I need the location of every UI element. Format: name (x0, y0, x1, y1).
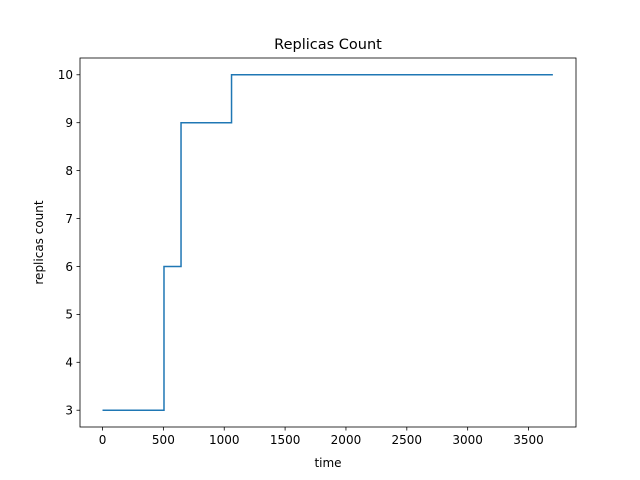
chart-title: Replicas Count (274, 37, 382, 53)
y-tick-label: 3 (65, 404, 73, 418)
x-tick-label: 500 (152, 433, 175, 447)
y-axis-ticks: 3 4 5 6 7 8 9 10 (58, 68, 80, 418)
y-tick-label: 4 (65, 356, 73, 370)
x-tick-label: 3000 (452, 433, 483, 447)
x-tick-label: 1500 (270, 433, 301, 447)
series-line-0 (102, 74, 553, 411)
x-tick-label: 0 (99, 433, 107, 447)
x-axis-ticks: 0 500 1000 1500 2000 2500 3000 3500 (99, 427, 544, 447)
plot-area (79, 57, 577, 428)
y-tick-label: 7 (65, 212, 73, 226)
axes-frame (79, 57, 577, 428)
x-tick-label: 2000 (331, 433, 362, 447)
y-tick-label: 5 (65, 308, 73, 322)
y-tick-label: 9 (65, 116, 73, 130)
x-tick-label: 1000 (209, 433, 240, 447)
y-tick-label: 6 (65, 260, 73, 274)
x-tick-label: 3500 (513, 433, 544, 447)
x-axis-label: time (314, 456, 341, 470)
y-tick-label: 10 (58, 68, 73, 82)
series-layer (102, 74, 553, 411)
x-tick-label: 2500 (392, 433, 423, 447)
y-tick-label: 8 (65, 164, 73, 178)
y-axis-label: replicas count (32, 200, 46, 285)
